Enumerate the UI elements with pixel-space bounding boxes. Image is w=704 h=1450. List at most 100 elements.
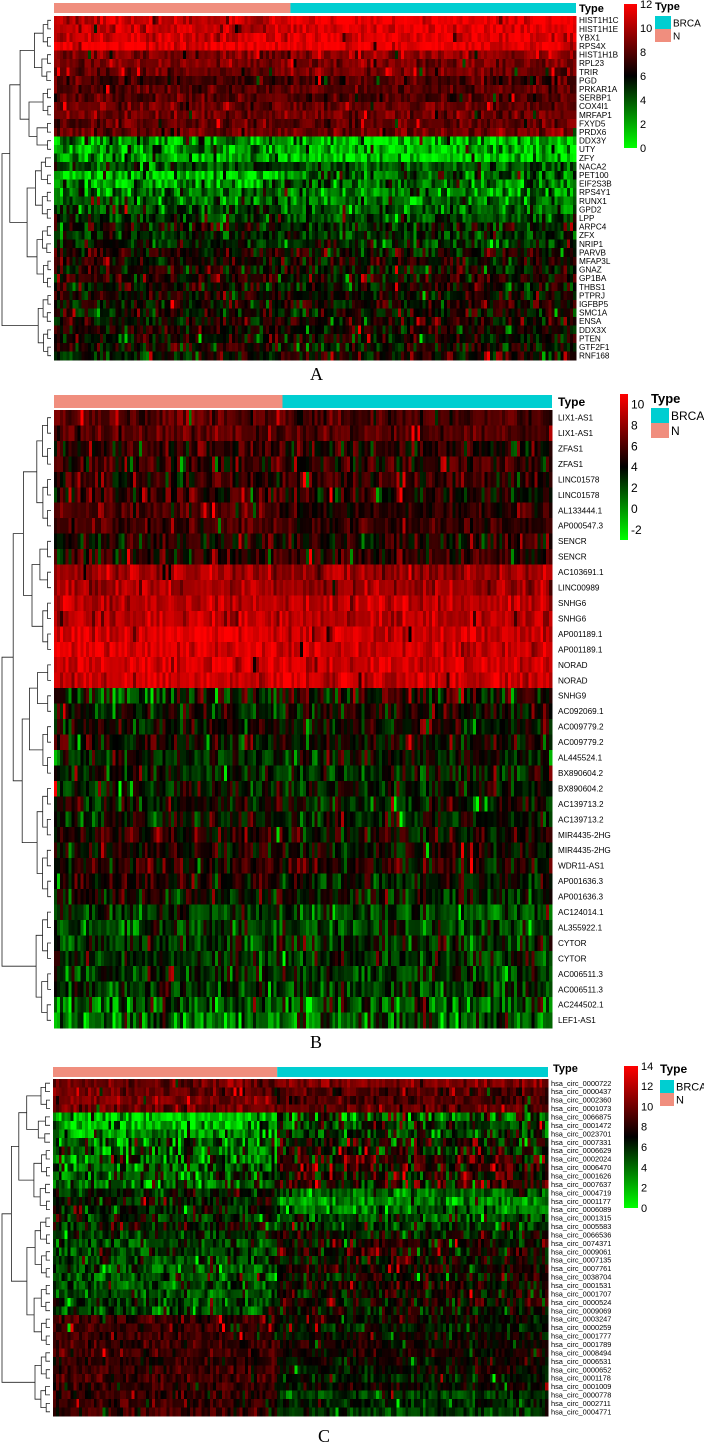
heatmap-cell bbox=[78, 16, 82, 25]
heatmap-cell bbox=[121, 67, 125, 77]
heatmap-cell bbox=[566, 67, 571, 77]
heatmap-cell bbox=[96, 50, 101, 60]
heatmap-cell bbox=[370, 145, 374, 154]
heatmap-cell bbox=[75, 196, 79, 206]
heatmap-cell bbox=[520, 102, 525, 111]
heatmap-cell bbox=[81, 162, 86, 172]
heatmap-cell bbox=[351, 179, 356, 189]
heatmap-cell bbox=[539, 59, 543, 68]
heatmap-cell bbox=[468, 16, 472, 25]
heatmap-cell bbox=[545, 162, 549, 172]
heatmap-cell bbox=[315, 41, 319, 51]
heatmap-cell bbox=[311, 33, 316, 43]
heatmap-cell bbox=[566, 50, 571, 60]
heatmap-cell bbox=[244, 179, 248, 189]
heatmap-cell bbox=[210, 188, 214, 197]
heatmap-cell bbox=[514, 119, 518, 129]
heatmap-cell bbox=[361, 59, 365, 68]
heatmap-row bbox=[54, 33, 577, 43]
heatmap-cell bbox=[379, 239, 383, 249]
heatmap-cell bbox=[287, 59, 291, 68]
heatmap-cell bbox=[333, 50, 337, 60]
heatmap-cell bbox=[143, 188, 147, 197]
heatmap-cell bbox=[416, 16, 420, 25]
heatmap-cell bbox=[136, 127, 141, 137]
heatmap-cell bbox=[480, 84, 485, 94]
heatmap-cell bbox=[533, 145, 537, 154]
heatmap-cell bbox=[225, 67, 230, 77]
heatmap-cell bbox=[416, 256, 420, 266]
heatmap-cell bbox=[342, 41, 347, 51]
heatmap-cell bbox=[115, 93, 119, 103]
heatmap-cell bbox=[508, 41, 512, 51]
heatmap-cell bbox=[397, 33, 402, 43]
heatmap-cell bbox=[539, 76, 543, 86]
heatmap-cell bbox=[216, 231, 221, 240]
heatmap-cell bbox=[388, 231, 393, 240]
heatmap-cell bbox=[146, 16, 150, 25]
heatmap-cell bbox=[164, 188, 168, 197]
annotation-normal-segment bbox=[54, 3, 291, 13]
heatmap-cell bbox=[213, 170, 218, 180]
heatmap-cell bbox=[161, 205, 165, 215]
heatmap-cell bbox=[133, 127, 138, 137]
heatmap-cell bbox=[149, 145, 153, 154]
heatmap-cell bbox=[308, 93, 313, 103]
heatmap-cell bbox=[422, 84, 426, 94]
heatmap-cell bbox=[265, 33, 270, 43]
heatmap-cell bbox=[106, 239, 110, 249]
heatmap-cell bbox=[72, 59, 76, 68]
heatmap-cell bbox=[514, 153, 518, 163]
heatmap-cell bbox=[143, 196, 147, 206]
heatmap-cell bbox=[327, 16, 331, 25]
heatmap-cell bbox=[342, 76, 347, 86]
heatmap-cell bbox=[345, 162, 350, 172]
heatmap-cell bbox=[357, 213, 362, 223]
heatmap-cell bbox=[465, 231, 469, 240]
heatmap-cell bbox=[241, 127, 245, 137]
heatmap-cell bbox=[400, 119, 405, 129]
heatmap-cell bbox=[336, 170, 340, 180]
heatmap-cell bbox=[244, 188, 248, 197]
heatmap-cell bbox=[462, 76, 466, 86]
heatmap-cell bbox=[397, 145, 402, 154]
heatmap-cell bbox=[373, 33, 377, 43]
heatmap-row bbox=[54, 162, 577, 172]
heatmap-cell bbox=[572, 222, 577, 232]
heatmap-cell bbox=[235, 153, 239, 163]
heatmap-cell bbox=[434, 153, 439, 163]
heatmap-cell bbox=[354, 110, 359, 120]
heatmap-cell bbox=[505, 41, 509, 51]
heatmap-cell bbox=[201, 239, 205, 249]
heatmap-cell bbox=[465, 67, 469, 77]
heatmap-cell bbox=[517, 67, 522, 77]
heatmap-cell bbox=[391, 16, 396, 25]
heatmap-cell bbox=[496, 213, 500, 223]
heatmap-cell bbox=[520, 196, 525, 206]
heatmap-cell bbox=[146, 248, 150, 258]
heatmap-cell bbox=[272, 196, 276, 206]
heatmap-cell bbox=[204, 222, 208, 232]
heatmap-cell bbox=[465, 119, 469, 129]
heatmap-cell bbox=[296, 248, 300, 258]
heatmap-cell bbox=[290, 93, 294, 103]
heatmap-cell bbox=[63, 196, 67, 206]
heatmap-cell bbox=[109, 41, 113, 51]
heatmap-cell bbox=[247, 196, 251, 206]
heatmap-cell bbox=[201, 41, 205, 51]
heatmap-cell bbox=[311, 222, 316, 232]
heatmap-cell bbox=[318, 16, 322, 25]
heatmap-cell bbox=[560, 239, 565, 249]
heatmap-cell bbox=[382, 162, 386, 172]
heatmap-cell bbox=[425, 59, 429, 68]
heatmap-cell bbox=[69, 59, 73, 68]
heatmap-cell bbox=[342, 50, 347, 60]
heatmap-cell bbox=[311, 59, 316, 68]
heatmap-cell bbox=[201, 24, 205, 34]
heatmap-cell bbox=[213, 110, 218, 120]
heatmap-cell bbox=[569, 136, 574, 146]
heatmap-cell bbox=[121, 170, 125, 180]
heatmap-cell bbox=[232, 196, 236, 206]
heatmap-cell bbox=[508, 145, 512, 154]
heatmap-cell bbox=[566, 145, 571, 154]
